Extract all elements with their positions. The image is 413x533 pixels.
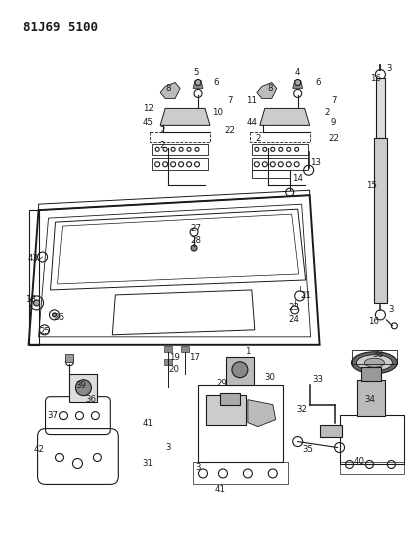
Text: 34: 34 — [364, 395, 375, 404]
Bar — [361, 367, 382, 381]
Text: 15: 15 — [366, 181, 377, 190]
Text: 2: 2 — [159, 141, 165, 150]
Text: 19: 19 — [169, 353, 180, 362]
Text: 42: 42 — [33, 445, 44, 454]
Polygon shape — [160, 83, 180, 99]
Bar — [339, 415, 404, 464]
Text: 43: 43 — [27, 254, 38, 263]
Bar — [339, 463, 404, 474]
Text: 3: 3 — [389, 305, 394, 314]
Circle shape — [232, 362, 248, 378]
Text: 4: 4 — [295, 68, 300, 77]
Text: 32: 32 — [296, 405, 307, 414]
Text: 2: 2 — [325, 108, 330, 117]
Text: 2: 2 — [159, 126, 165, 135]
Ellipse shape — [351, 352, 397, 374]
Text: 39: 39 — [75, 381, 86, 390]
Text: 26: 26 — [53, 313, 64, 322]
Text: 22: 22 — [328, 134, 339, 143]
Text: 35: 35 — [302, 445, 313, 454]
Text: 7: 7 — [331, 96, 336, 105]
Text: 29: 29 — [216, 379, 228, 388]
Text: 22: 22 — [224, 126, 235, 135]
Text: 8: 8 — [165, 84, 171, 93]
Text: 16: 16 — [370, 74, 381, 83]
Bar — [351, 350, 397, 364]
Text: 41: 41 — [214, 485, 225, 494]
Circle shape — [76, 379, 91, 395]
Polygon shape — [164, 359, 172, 365]
Text: 36: 36 — [85, 395, 96, 404]
Bar — [220, 393, 240, 405]
Bar — [206, 394, 246, 425]
Text: 40: 40 — [354, 457, 365, 466]
Text: 16: 16 — [368, 317, 379, 326]
Bar — [320, 425, 342, 437]
Text: 17: 17 — [189, 353, 199, 362]
Ellipse shape — [356, 355, 392, 371]
Circle shape — [191, 245, 197, 251]
Ellipse shape — [364, 358, 385, 367]
Text: 6: 6 — [213, 78, 219, 87]
Bar — [193, 463, 288, 484]
Text: 24: 24 — [288, 316, 299, 325]
Text: 6: 6 — [315, 78, 320, 87]
Text: 10: 10 — [212, 108, 223, 117]
Text: 3: 3 — [165, 443, 171, 452]
Text: 13: 13 — [310, 158, 321, 167]
Text: 33: 33 — [312, 375, 323, 384]
Text: 8: 8 — [267, 84, 273, 93]
Text: 18: 18 — [25, 295, 36, 304]
Polygon shape — [160, 108, 210, 125]
Text: 25: 25 — [39, 327, 50, 336]
Text: 7: 7 — [227, 96, 233, 105]
Text: 38: 38 — [372, 350, 383, 359]
Circle shape — [295, 79, 301, 85]
Polygon shape — [260, 108, 310, 125]
Text: 3: 3 — [195, 463, 201, 472]
Text: 28: 28 — [190, 236, 202, 245]
Text: 81J69 5100: 81J69 5100 — [23, 21, 97, 34]
Circle shape — [195, 79, 201, 85]
Polygon shape — [248, 400, 276, 426]
Polygon shape — [293, 80, 303, 88]
Circle shape — [33, 300, 40, 306]
Circle shape — [52, 313, 57, 317]
Bar — [69, 374, 97, 402]
Text: 37: 37 — [47, 411, 58, 420]
Polygon shape — [181, 346, 189, 352]
Text: 12: 12 — [143, 104, 154, 113]
Polygon shape — [66, 354, 74, 362]
Text: 14: 14 — [292, 174, 303, 183]
Polygon shape — [193, 80, 203, 88]
Text: 23: 23 — [288, 303, 299, 312]
Bar — [358, 379, 385, 416]
Bar — [198, 385, 283, 463]
Polygon shape — [164, 346, 172, 352]
Text: 5: 5 — [193, 68, 199, 77]
Text: 9: 9 — [331, 118, 336, 127]
Text: 41: 41 — [143, 419, 154, 428]
Text: 27: 27 — [190, 224, 202, 232]
Text: 1: 1 — [245, 348, 251, 356]
Bar — [375, 139, 387, 303]
Text: 3: 3 — [387, 64, 392, 73]
Text: 44: 44 — [246, 118, 257, 127]
Text: 2: 2 — [255, 134, 261, 143]
Text: 11: 11 — [246, 96, 257, 105]
Bar — [376, 78, 385, 139]
Text: 31: 31 — [143, 459, 154, 468]
Text: 20: 20 — [169, 365, 180, 374]
Text: 30: 30 — [264, 373, 275, 382]
Polygon shape — [257, 83, 277, 99]
Text: 45: 45 — [143, 118, 154, 127]
Text: 21: 21 — [300, 292, 311, 301]
Bar — [226, 357, 254, 385]
